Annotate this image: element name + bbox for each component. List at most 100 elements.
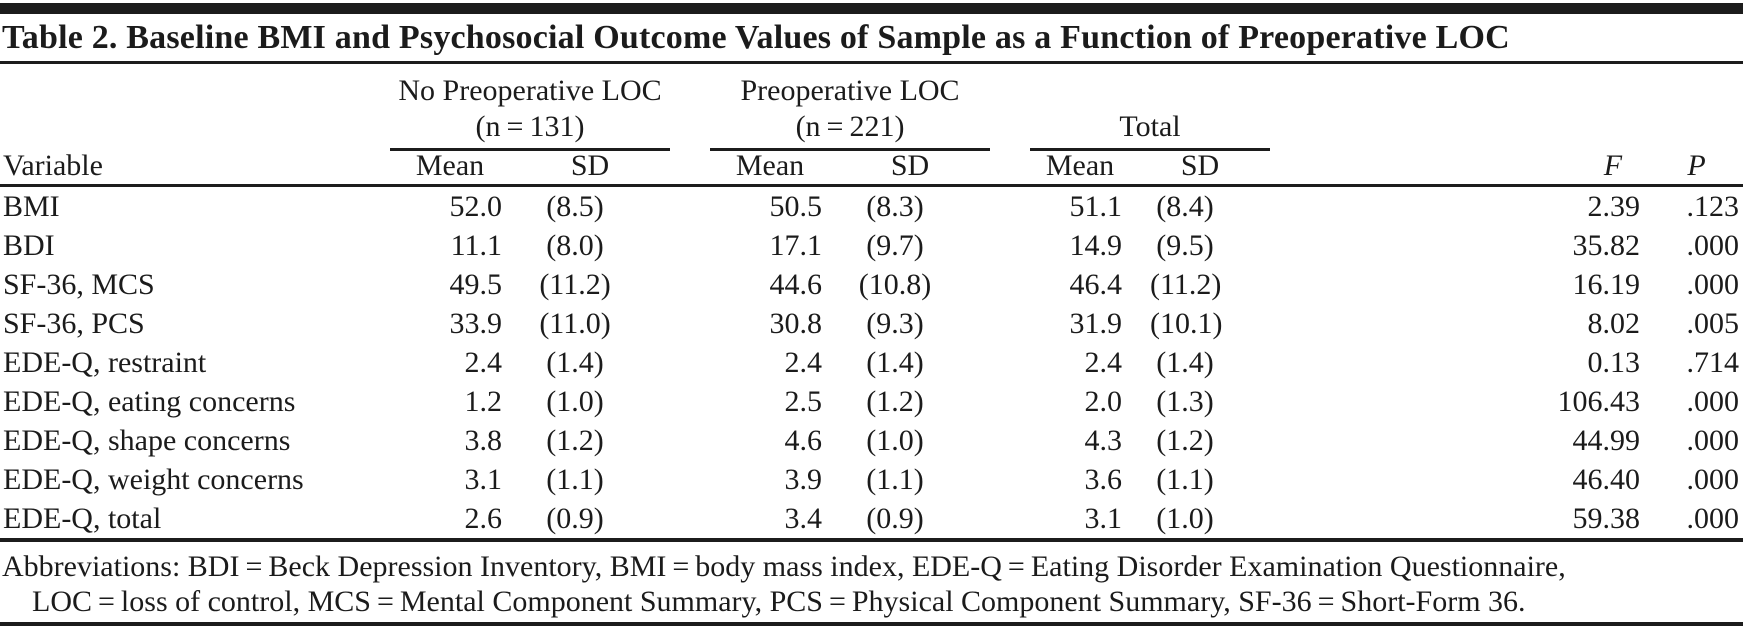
cell-no-loc-mean: 52.0 <box>449 190 503 223</box>
cell-variable: EDE-Q, shape concerns <box>3 424 291 457</box>
table-row-sf36-mcs: SF-36, MCS 49.5 (11.2) 44.6 (10.8) 46.4 … <box>0 265 1743 304</box>
cell-variable: SF-36, MCS <box>3 268 155 301</box>
cell-no-loc-mean: 11.1 <box>450 229 502 262</box>
column-header-sd: SD <box>850 151 1011 187</box>
table-row-edeq-restraint: EDE-Q, restraint 2.4 (1.4) 2.4 (1.4) 2.4… <box>0 343 1743 382</box>
cell-f: 106.43 <box>1557 385 1641 418</box>
cell-no-loc-mean: 3.8 <box>464 424 503 457</box>
cell-loc-mean: 50.5 <box>769 190 823 223</box>
cell-no-loc-mean: 2.4 <box>464 346 503 379</box>
cell-total-mean: 3.6 <box>1084 463 1123 496</box>
cell-p: .000 <box>1686 424 1740 457</box>
cell-f: 8.02 <box>1587 307 1641 340</box>
cell-no-loc-mean: 49.5 <box>449 268 503 301</box>
footnote-line-1: Abbreviations: BDI = Beck Depression Inv… <box>2 550 1566 583</box>
bottom-rule <box>0 622 1743 626</box>
cell-loc-mean: 17.1 <box>769 229 823 262</box>
group-n: (n = 221) <box>795 110 905 143</box>
cell-loc-mean: 3.4 <box>690 499 851 542</box>
column-header-sd: SD <box>530 151 691 187</box>
cell-no-loc-mean: 2.6 <box>370 499 530 542</box>
cell-total-mean: 14.9 <box>1069 229 1123 262</box>
group-n: (n = 131) <box>475 110 585 143</box>
group-preop-loc-block: Preoperative LOC (n = 221) <box>710 72 991 151</box>
cell-p: .000 <box>1686 268 1740 301</box>
cell-loc-mean: 30.8 <box>769 307 823 340</box>
cell-f: 2.39 <box>1587 190 1641 223</box>
cell-p: .005 <box>1686 307 1740 340</box>
cell-variable: EDE-Q, restraint <box>3 346 207 379</box>
cell-variable: BMI <box>3 190 60 223</box>
cell-no-loc-sd: (8.5) <box>546 190 604 223</box>
group-preop-loc: Preoperative LOC (n = 221) <box>690 64 1010 151</box>
cell-loc-mean: 2.5 <box>784 385 823 418</box>
table-row-edeq-shape: EDE-Q, shape concerns 3.8 (1.2) 4.6 (1.0… <box>0 421 1743 460</box>
table-row-edeq-eating: EDE-Q, eating concerns 1.2 (1.0) 2.5 (1.… <box>0 382 1743 421</box>
cell-total-mean: 31.9 <box>1069 307 1123 340</box>
column-header-f: F <box>1290 151 1651 187</box>
cell-loc-sd: (9.3) <box>866 307 924 340</box>
group-header-spacer <box>1650 64 1743 151</box>
cell-variable: EDE-Q, eating concerns <box>3 385 296 418</box>
cell-no-loc-sd: (0.9) <box>530 499 691 542</box>
cell-p: .000 <box>1686 229 1740 262</box>
cell-p: .000 <box>1686 385 1740 418</box>
table-row-bdi: BDI 11.1 (8.0) 17.1 (9.7) 14.9 (9.5) 35.… <box>0 226 1743 265</box>
column-header-mean: Mean <box>1010 151 1151 187</box>
group-spacer-line <box>1030 72 1270 110</box>
group-header-row: No Preoperative LOC (n = 131) Preoperati… <box>0 64 1743 151</box>
cell-total-sd: (1.4) <box>1156 346 1214 379</box>
cell-f: 16.19 <box>1572 268 1641 301</box>
cell-variable: EDE-Q, weight concerns <box>3 463 304 496</box>
group-label: Preoperative LOC <box>740 74 960 107</box>
column-header-p: P <box>1650 151 1743 187</box>
cell-no-loc-mean: 33.9 <box>449 307 503 340</box>
cell-total-sd: (8.4) <box>1156 190 1214 223</box>
cell-loc-mean: 2.4 <box>784 346 823 379</box>
cell-no-loc-sd: (1.2) <box>546 424 604 457</box>
cell-loc-sd: (1.4) <box>866 346 924 379</box>
cell-total-mean: 3.1 <box>1010 499 1151 542</box>
cell-total-mean: 2.4 <box>1084 346 1123 379</box>
cell-no-loc-sd: (11.0) <box>539 307 611 340</box>
column-header-variable: Variable <box>0 151 370 187</box>
cell-loc-sd: (1.1) <box>866 463 924 496</box>
column-header-mean: Mean <box>370 151 530 187</box>
cell-no-loc-mean: 1.2 <box>464 385 503 418</box>
group-label: No Preoperative LOC <box>398 74 662 107</box>
cell-total-sd: (1.3) <box>1156 385 1214 418</box>
column-header-sd: SD <box>1150 151 1291 187</box>
cell-total-mean: 2.0 <box>1084 385 1123 418</box>
cell-f: 44.99 <box>1572 424 1641 457</box>
cell-no-loc-sd: (8.0) <box>546 229 604 262</box>
group-no-preop-loc-block: No Preoperative LOC (n = 131) <box>390 72 671 151</box>
group-no-preop-loc: No Preoperative LOC (n = 131) <box>370 64 690 151</box>
cell-total-sd: (10.1) <box>1150 307 1223 340</box>
cell-no-loc-sd: (1.4) <box>546 346 604 379</box>
table-row-bmi: BMI 52.0 (8.5) 50.5 (8.3) 51.1 (8.4) 2.3… <box>0 186 1743 227</box>
cell-f: 46.40 <box>1572 463 1641 496</box>
group-header-spacer <box>0 64 370 151</box>
cell-loc-sd: (9.7) <box>866 229 924 262</box>
cell-no-loc-sd: (11.2) <box>539 268 611 301</box>
cell-total-mean: 4.3 <box>1084 424 1123 457</box>
cell-loc-sd: (10.8) <box>858 268 932 301</box>
group-label: Total <box>1119 110 1181 143</box>
table-row-edeq-weight: EDE-Q, weight concerns 3.1 (1.1) 3.9 (1.… <box>0 460 1743 499</box>
cell-f: 0.13 <box>1587 346 1641 379</box>
cell-loc-sd: (1.2) <box>866 385 924 418</box>
cell-variable: BDI <box>3 229 55 262</box>
group-total-block: Total <box>1030 72 1271 151</box>
cell-p: .714 <box>1686 346 1740 379</box>
cell-no-loc-sd: (1.0) <box>546 385 604 418</box>
cell-loc-mean: 3.9 <box>784 463 823 496</box>
cell-no-loc-mean: 3.1 <box>464 463 503 496</box>
cell-total-sd: (9.5) <box>1156 229 1214 262</box>
cell-p: .000 <box>1686 463 1740 496</box>
top-rule <box>0 3 1743 14</box>
cell-total-mean: 46.4 <box>1069 268 1123 301</box>
column-header-row: Variable Mean SD Mean SD Mean SD F P <box>0 151 1743 187</box>
cell-total-sd: (11.2) <box>1150 268 1222 301</box>
table-row-sf36-pcs: SF-36, PCS 33.9 (11.0) 30.8 (9.3) 31.9 (… <box>0 304 1743 343</box>
